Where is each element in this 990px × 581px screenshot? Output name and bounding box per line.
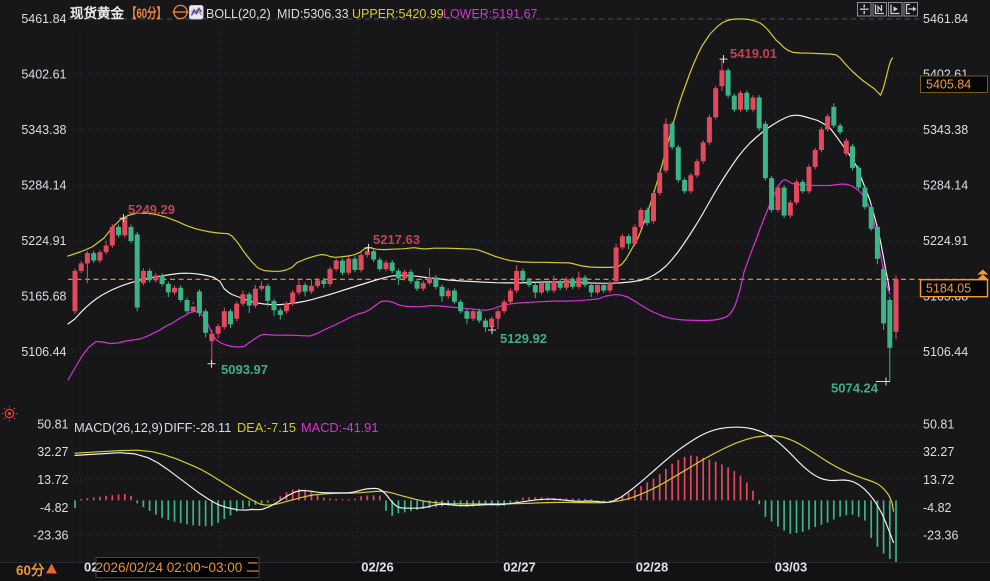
svg-text:LOWER:5191.67: LOWER:5191.67: [443, 7, 538, 21]
svg-text:5165.68: 5165.68: [21, 290, 66, 304]
svg-text:32.27: 32.27: [37, 445, 68, 459]
svg-text:5106.44: 5106.44: [923, 345, 968, 359]
svg-text:5402.61: 5402.61: [21, 68, 66, 82]
svg-text:60分: 60分: [16, 563, 45, 578]
svg-text:03/03: 03/03: [775, 560, 808, 575]
svg-text:MACD:-41.91: MACD:-41.91: [301, 420, 379, 435]
svg-text:-23.36: -23.36: [33, 529, 68, 543]
svg-text:5284.14: 5284.14: [923, 179, 968, 193]
svg-text:-23.36: -23.36: [923, 529, 958, 543]
svg-text:13.72: 13.72: [923, 473, 954, 487]
svg-text:5284.14: 5284.14: [21, 179, 66, 193]
svg-text:5343.38: 5343.38: [923, 123, 968, 137]
svg-text:5419.01: 5419.01: [730, 46, 777, 61]
svg-text:5217.63: 5217.63: [373, 232, 420, 247]
svg-text:-4.82: -4.82: [40, 501, 69, 515]
svg-text:32.27: 32.27: [923, 445, 954, 459]
svg-text:5461.84: 5461.84: [21, 12, 66, 26]
svg-text:【60分】: 【60分】: [127, 6, 166, 21]
svg-text:DIFF:-28.11: DIFF:-28.11: [164, 420, 231, 435]
svg-text:02/28: 02/28: [636, 560, 669, 575]
svg-text:DEA:-7.15: DEA:-7.15: [237, 420, 296, 435]
svg-text:5405.84: 5405.84: [926, 78, 971, 92]
svg-text:13.72: 13.72: [37, 473, 68, 487]
svg-text:5224.91: 5224.91: [21, 234, 66, 248]
svg-text:5224.91: 5224.91: [923, 234, 968, 248]
svg-text:5074.24: 5074.24: [831, 381, 879, 396]
svg-text:BOLL(20,2): BOLL(20,2): [206, 7, 271, 21]
svg-text:02/27: 02/27: [503, 560, 536, 575]
svg-text:5249.29: 5249.29: [128, 202, 175, 217]
svg-text:5343.38: 5343.38: [21, 123, 66, 137]
svg-text:现货黄金: 现货黄金: [70, 5, 124, 21]
svg-text:5184.05: 5184.05: [926, 282, 971, 296]
svg-text:50.81: 50.81: [37, 417, 68, 431]
svg-text:02/26: 02/26: [361, 560, 394, 575]
svg-text:5106.44: 5106.44: [21, 345, 66, 359]
svg-text:UPPER:5420.99: UPPER:5420.99: [352, 7, 444, 21]
svg-text:MID:5306.33: MID:5306.33: [277, 7, 349, 21]
svg-text:50.81: 50.81: [923, 417, 954, 431]
svg-text:5093.97: 5093.97: [221, 362, 268, 377]
svg-text:5461.84: 5461.84: [923, 12, 968, 26]
svg-text:2026/02/24 02:00~03:00 二: 2026/02/24 02:00~03:00 二: [95, 560, 259, 575]
svg-text:MACD(26,12,9): MACD(26,12,9): [74, 420, 163, 435]
svg-text:-4.82: -4.82: [923, 501, 952, 515]
svg-text:5129.92: 5129.92: [500, 331, 547, 346]
